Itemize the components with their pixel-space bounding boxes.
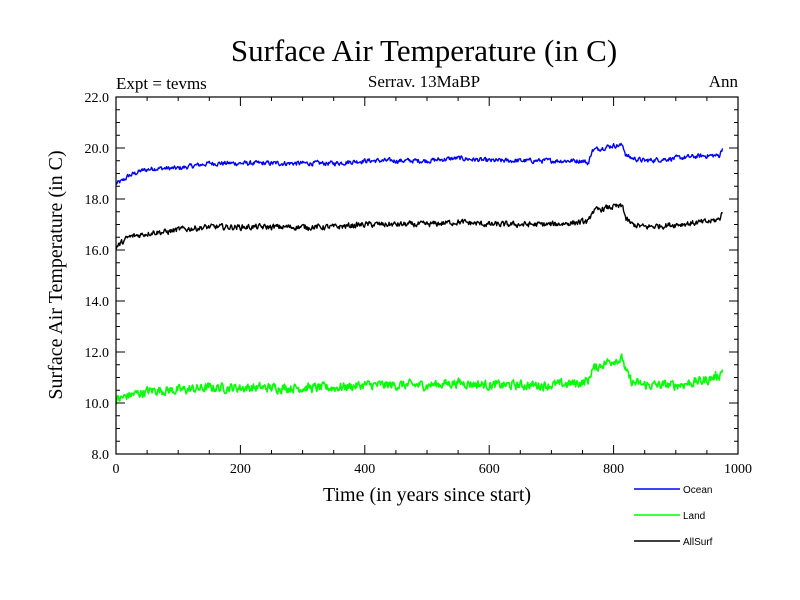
x-tick-label: 400: [354, 462, 375, 477]
x-tick-label: 800: [603, 462, 624, 477]
y-tick-label: 22.0: [85, 91, 110, 106]
series-layer: [115, 142, 724, 405]
x-axis-label: Time (in years since start): [323, 484, 531, 506]
y-tick-label: 16.0: [85, 244, 110, 259]
y-tick-label: 8.0: [92, 448, 110, 463]
ticks-layer: 0 200 400 600 800 1000 8.0 10.0 12.0 14.0 16.0 18.0…: [85, 91, 753, 477]
y-tick-label: 20.0: [85, 142, 110, 157]
x-tick-label: 600: [479, 462, 500, 477]
chart-subtitle-right: Ann: [709, 72, 739, 91]
chart-title: Surface Air Temperature (in C): [231, 33, 617, 68]
legend: Ocean Land AllSurf: [634, 485, 713, 548]
x-tick-label: 1000: [724, 462, 752, 477]
legend-label-allsurf: AllSurf: [683, 537, 713, 548]
y-axis-label: Surface Air Temperature (in C): [45, 150, 67, 399]
chart-subtitle-center: Serrav. 13MaBP: [368, 72, 480, 91]
y-tick-label: 10.0: [85, 397, 110, 412]
plot-frame: [115, 96, 739, 455]
series-line-ocean: [115, 142, 724, 185]
legend-label-ocean: Ocean: [683, 485, 712, 496]
series-line-land: [115, 353, 724, 405]
y-tick-label: 18.0: [85, 193, 110, 208]
y-tick-label: 12.0: [85, 346, 110, 361]
y-tick-label: 14.0: [85, 295, 110, 310]
series-line-allsurf: [115, 203, 724, 250]
chart-subtitle-left: Expt = tevms: [116, 74, 207, 93]
x-tick-label: 200: [230, 462, 251, 477]
legend-label-land: Land: [683, 511, 705, 522]
x-tick-label: 0: [113, 462, 120, 477]
